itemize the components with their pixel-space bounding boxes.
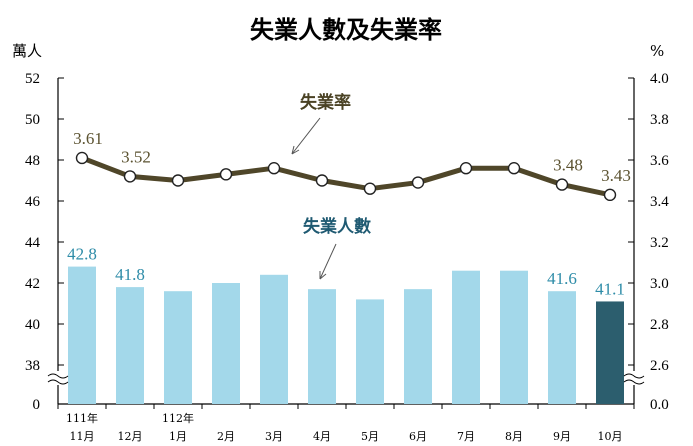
x-axis-ticks: 111年 11月 12月 112年 1月 2月 3月 4月 5月 6月 7月 8月 9月 10月 bbox=[57, 404, 635, 443]
x-tick-label-month: 12月 bbox=[118, 430, 143, 443]
rate-point bbox=[75, 151, 89, 165]
bar bbox=[452, 270, 480, 404]
bar bbox=[260, 274, 288, 404]
x-tick-label-year: 111年 bbox=[66, 411, 98, 425]
bar-data-label: 41.1 bbox=[595, 279, 625, 298]
x-tick-label-month: 6月 bbox=[409, 430, 427, 443]
right-tick-label: 3.8 bbox=[650, 112, 669, 128]
right-tick-label: 3.0 bbox=[650, 276, 669, 292]
rate-point bbox=[123, 170, 137, 183]
rate-point bbox=[411, 176, 425, 189]
rate-point bbox=[507, 161, 521, 175]
right-axis-unit: % bbox=[650, 42, 664, 60]
left-axis-break bbox=[47, 371, 69, 385]
rate-point bbox=[267, 161, 281, 175]
right-tick-label: 2.6 bbox=[650, 358, 669, 374]
right-tick-label: 2.8 bbox=[650, 317, 669, 333]
x-tick-label-month: 3月 bbox=[265, 430, 283, 443]
bar bbox=[548, 291, 576, 404]
chart-title: 失業人數及失業率 bbox=[250, 15, 442, 44]
rate-data-label: 3.52 bbox=[121, 147, 151, 166]
left-tick-label: 42 bbox=[25, 276, 40, 292]
bar-data-label: 42.8 bbox=[67, 245, 97, 264]
bar bbox=[404, 289, 432, 404]
rate-line bbox=[75, 151, 617, 202]
rate-annotation-arrowhead bbox=[291, 145, 300, 155]
left-tick-label: 44 bbox=[25, 235, 41, 251]
left-tick-label: 50 bbox=[25, 112, 40, 128]
left-axis-ticks: 0 38 40 42 44 46 48 50 52 bbox=[25, 71, 64, 413]
x-tick-label-month: 8月 bbox=[505, 430, 523, 443]
rate-data-label: 3.61 bbox=[73, 129, 103, 148]
rate-data-label: 3.43 bbox=[601, 166, 631, 185]
count-series-label: 失業人數 bbox=[303, 216, 371, 237]
rate-point bbox=[315, 174, 329, 187]
unemployed-bars bbox=[68, 266, 624, 404]
left-tick-label: 48 bbox=[25, 153, 40, 169]
x-tick-label-month: 10月 bbox=[598, 430, 623, 443]
bar bbox=[308, 289, 336, 404]
rate-point bbox=[363, 182, 377, 195]
count-annotation-arrowhead bbox=[319, 271, 327, 280]
left-tick-label: 0 bbox=[33, 397, 41, 413]
rate-point bbox=[219, 168, 233, 181]
rate-annotation-arrow bbox=[291, 117, 321, 155]
rate-series-label: 失業率 bbox=[300, 92, 351, 113]
left-tick-label: 52 bbox=[25, 71, 40, 87]
rate-polyline bbox=[81, 155, 611, 198]
x-tick-label-year: 112年 bbox=[162, 411, 194, 425]
bar bbox=[500, 270, 528, 404]
line-data-labels: 3.61 3.52 3.48 3.43 bbox=[73, 129, 631, 185]
right-tick-label: 4.0 bbox=[650, 71, 669, 87]
left-tick-label: 40 bbox=[25, 317, 40, 333]
x-tick-label-month: 7月 bbox=[457, 430, 475, 443]
x-tick-label-month: 11月 bbox=[70, 430, 95, 443]
x-tick-label-month: 1月 bbox=[169, 430, 187, 443]
right-tick-label: 3.2 bbox=[650, 235, 669, 251]
bar bbox=[596, 301, 624, 404]
x-tick-label-month: 5月 bbox=[361, 430, 379, 443]
right-tick-label: 3.4 bbox=[650, 194, 669, 210]
right-axis-ticks: 0.0 2.6 2.8 3.0 3.2 3.4 3.6 3.8 4.0 bbox=[628, 71, 669, 413]
left-tick-label: 46 bbox=[25, 194, 41, 210]
x-tick-label-month: 2月 bbox=[217, 430, 235, 443]
x-tick-label-month: 4月 bbox=[313, 430, 331, 443]
x-tick-label-month: 9月 bbox=[553, 430, 571, 443]
left-tick-label: 38 bbox=[25, 358, 40, 374]
rate-point bbox=[555, 178, 569, 191]
rate-data-label: 3.48 bbox=[553, 156, 583, 175]
right-tick-label: 3.6 bbox=[650, 153, 669, 169]
bar-data-label: 41.8 bbox=[115, 265, 145, 284]
rate-point bbox=[459, 161, 473, 175]
bar-data-labels: 42.8 41.8 41.6 41.1 bbox=[67, 245, 625, 299]
bar-data-label: 41.6 bbox=[547, 269, 577, 288]
bar bbox=[356, 299, 384, 404]
bar bbox=[164, 291, 192, 404]
left-axis-unit: 萬人 bbox=[12, 42, 42, 60]
right-axis-break bbox=[623, 371, 645, 385]
bar bbox=[116, 287, 144, 404]
bar bbox=[212, 283, 240, 404]
right-tick-label: 0.0 bbox=[650, 397, 669, 413]
rate-point bbox=[171, 174, 185, 187]
count-annotation-arrow bbox=[319, 243, 337, 280]
rate-point bbox=[603, 188, 617, 202]
bar bbox=[68, 266, 96, 404]
